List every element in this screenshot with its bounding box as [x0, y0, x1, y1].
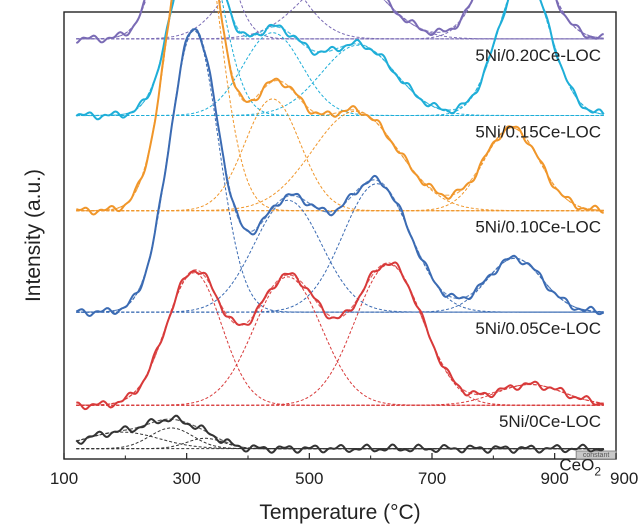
series-line — [76, 261, 605, 411]
labels: 5Ni/0.20Ce-LOC 5Ni/0.15Ce-LOC 5Ni/0.10Ce-L… — [475, 46, 601, 479]
fit-peak — [76, 127, 604, 212]
fit-peak — [76, 30, 604, 313]
fit-peak — [76, 384, 604, 406]
series-label: 5Ni/0.10Ce-LOC — [475, 218, 601, 237]
x-tick-label: 900 — [540, 469, 568, 488]
series-1 — [75, 0, 605, 121]
series-4 — [76, 261, 605, 411]
axes: constant 100 300 500 700 900 900 Temperature (°… — [22, 11, 638, 524]
x-axis-label: Temperature (°C) — [259, 501, 420, 524]
x-tick-label: 700 — [418, 469, 446, 488]
series-label-main: CeO — [559, 456, 594, 475]
series-line — [75, 0, 604, 44]
fit-envelope — [76, 0, 604, 212]
series-line — [75, 0, 605, 121]
fit-peak — [76, 272, 604, 406]
x-tick-label: 100 — [50, 469, 78, 488]
plot-area — [75, 0, 605, 454]
series-label: 5Ni/0Ce-LOC — [499, 412, 601, 431]
axes-frame — [63, 11, 617, 460]
constant-label: constant — [583, 452, 610, 459]
fit-peak — [76, 0, 604, 40]
series-line — [76, 28, 605, 318]
series-label: 5Ni/0.15Ce-LOC — [475, 122, 601, 141]
series-3 — [76, 27, 605, 318]
series-0 — [75, 0, 604, 44]
fit-peak — [76, 257, 604, 313]
x-tick-label: 500 — [295, 469, 323, 488]
fit-envelope — [76, 27, 604, 313]
fit-peak — [76, 0, 604, 116]
series-2 — [76, 0, 604, 216]
fit-peak — [76, 183, 604, 313]
series-line — [75, 414, 605, 454]
y-axis-label: Intensity (a.u.) — [22, 169, 45, 302]
x-tick-label: 900 — [610, 469, 638, 488]
series-5 — [75, 414, 605, 454]
series-label: CeO2 — [559, 456, 601, 479]
series-label-subscript: 2 — [594, 465, 601, 479]
series-label: 5Ni/0.05Ce-LOC — [475, 319, 601, 338]
fit-peak — [76, 0, 604, 212]
series-line — [76, 0, 604, 216]
x-tick-label: 300 — [172, 469, 200, 488]
series-label: 5Ni/0.20Ce-LOC — [475, 46, 601, 65]
fit-peak — [76, 276, 604, 406]
